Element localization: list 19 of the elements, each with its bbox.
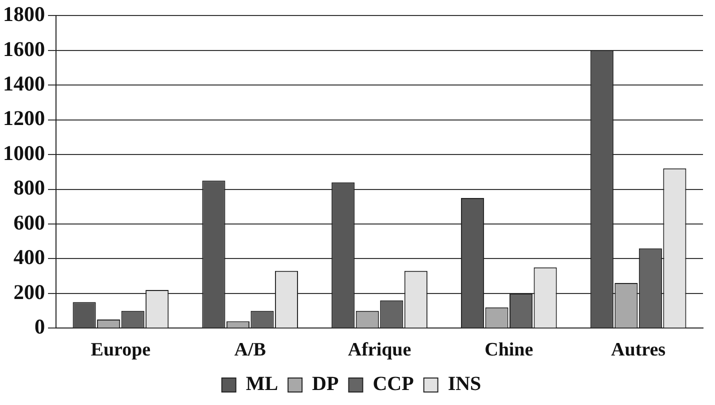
x-tick-label: Afrique xyxy=(348,340,412,361)
y-tick-label: 200 xyxy=(14,280,45,304)
legend-label: CCP xyxy=(372,373,414,396)
y-tick-label: 1600 xyxy=(3,36,45,61)
y-tick-label: 1000 xyxy=(3,140,45,165)
legend-label: DP xyxy=(312,373,339,396)
y-tick-label: 0 xyxy=(34,314,45,339)
y-tick-label: 1400 xyxy=(3,71,45,96)
legend-label: INS xyxy=(448,373,482,396)
legend-label: ML xyxy=(246,373,278,396)
y-tick-label: 1800 xyxy=(3,2,45,26)
y-tick-label: 1200 xyxy=(3,106,45,130)
y-tick-label: 600 xyxy=(14,210,45,234)
x-tick-label: Autres xyxy=(611,340,666,361)
x-tick-label: A/B xyxy=(234,340,266,361)
x-tick-label: Europe xyxy=(90,340,151,361)
y-tick-label: 800 xyxy=(14,176,45,200)
x-tick-label: Chine xyxy=(484,340,534,361)
y-tick-label: 400 xyxy=(14,245,45,270)
